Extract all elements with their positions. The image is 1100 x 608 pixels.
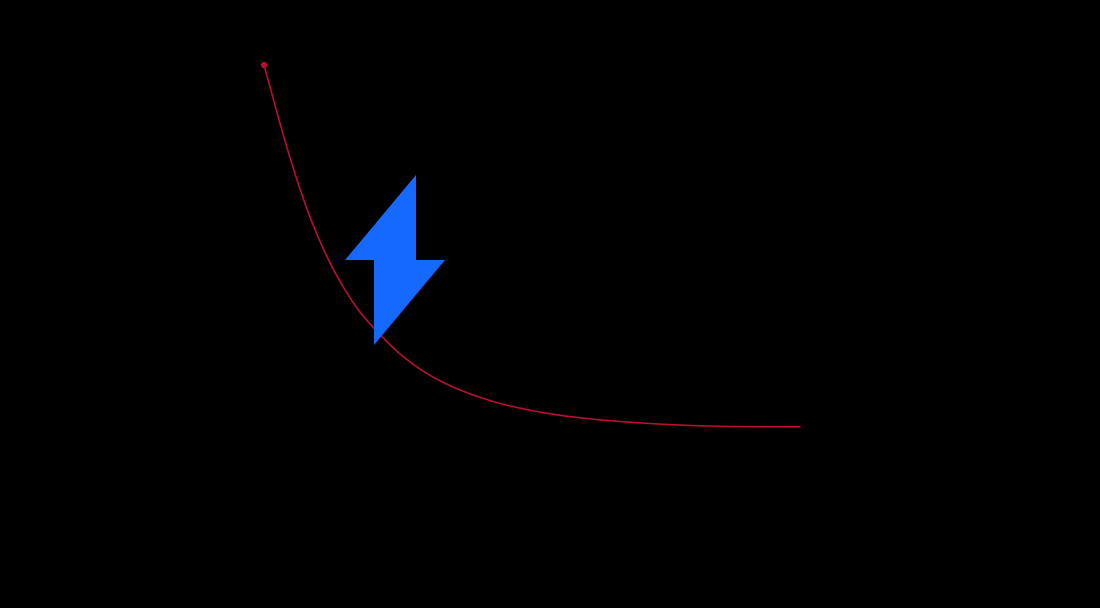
curve-start-marker <box>261 62 267 68</box>
chart-canvas <box>0 0 1100 608</box>
canvas-background <box>0 0 1100 608</box>
